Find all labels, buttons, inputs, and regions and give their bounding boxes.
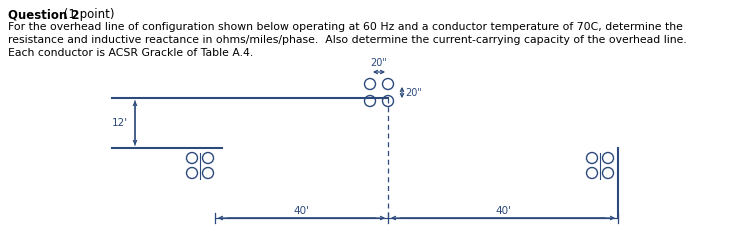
Text: 12': 12': [112, 118, 128, 128]
Text: resistance and inductive reactance in ohms/miles/phase.  Also determine the curr: resistance and inductive reactance in oh…: [8, 35, 687, 45]
Text: 40': 40': [495, 206, 511, 216]
Text: (1 point): (1 point): [60, 8, 115, 21]
Text: 20": 20": [405, 87, 422, 97]
Text: Question 2: Question 2: [8, 8, 80, 21]
Text: Each conductor is ACSR Grackle of Table A.4.: Each conductor is ACSR Grackle of Table …: [8, 48, 253, 58]
Text: 20": 20": [371, 58, 388, 68]
Text: 40': 40': [293, 206, 310, 216]
Text: For the overhead line of configuration shown below operating at 60 Hz and a cond: For the overhead line of configuration s…: [8, 22, 683, 32]
